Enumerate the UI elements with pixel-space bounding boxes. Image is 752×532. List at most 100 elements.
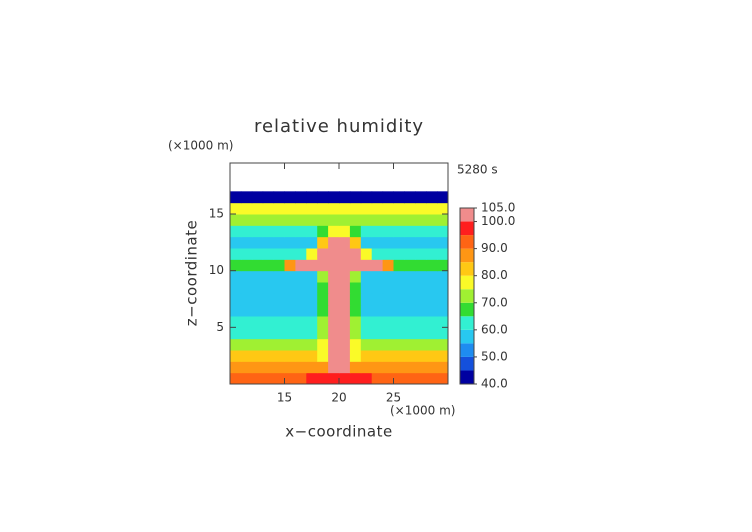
contour-cell xyxy=(251,248,264,260)
contour-cell xyxy=(437,282,449,294)
contour-cell xyxy=(306,202,318,215)
contour-cell xyxy=(339,361,351,374)
contour-cell xyxy=(306,316,318,328)
contour-cell xyxy=(273,327,285,340)
contour-cell xyxy=(404,191,416,204)
contour-cell xyxy=(273,372,285,385)
contour-cell xyxy=(284,327,296,340)
contour-cell xyxy=(284,214,296,226)
contour-cell xyxy=(251,259,264,272)
contour-cell xyxy=(360,191,373,204)
contour-cell xyxy=(371,327,384,340)
contour-cell xyxy=(371,270,384,283)
contour-cell xyxy=(393,304,405,317)
contour-cell xyxy=(306,372,318,385)
contour-cell xyxy=(251,316,264,328)
contour-cell xyxy=(295,361,307,374)
contour-cell xyxy=(404,248,416,260)
contour-cell xyxy=(437,202,449,215)
contour-cell xyxy=(306,270,318,283)
contour-cell xyxy=(317,191,329,204)
contour-cell xyxy=(317,338,329,351)
contour-cell xyxy=(349,191,362,204)
contour-cell xyxy=(328,225,340,238)
contour-cell xyxy=(306,282,318,294)
contour-cell xyxy=(317,259,329,272)
contour-cell xyxy=(404,202,416,215)
colorbar-band xyxy=(460,356,474,371)
contour-cell xyxy=(404,372,416,385)
contour-cell xyxy=(284,361,296,374)
contour-cell xyxy=(415,372,427,385)
contour-cell xyxy=(230,304,242,317)
contour-cell xyxy=(306,191,318,204)
contour-cell xyxy=(273,293,285,306)
contour-field xyxy=(230,191,449,385)
colorbar-tick-label: 100.0 xyxy=(481,214,515,228)
contour-cell xyxy=(382,304,394,317)
contour-cell xyxy=(426,361,438,374)
contour-cell xyxy=(393,338,405,351)
contour-cell xyxy=(284,259,296,272)
contour-cell xyxy=(382,236,394,249)
contour-cell xyxy=(415,259,427,272)
contour-cell xyxy=(306,214,318,226)
contour-cell xyxy=(328,248,340,260)
contour-cell xyxy=(295,214,307,226)
colorbar-frame xyxy=(459,207,475,385)
contour-cell xyxy=(415,270,427,283)
contour-cell xyxy=(437,327,449,340)
contour-cell xyxy=(262,350,275,362)
colorbar-band xyxy=(460,208,474,222)
contour-cell xyxy=(393,202,405,215)
contour-cell xyxy=(426,350,438,362)
contour-cell xyxy=(273,270,285,283)
contour-cell xyxy=(426,259,438,272)
contour-cell xyxy=(251,350,264,362)
contour-cell xyxy=(349,338,362,351)
contour-cell xyxy=(262,338,275,351)
contour-cell xyxy=(251,191,264,204)
contour-cell xyxy=(273,214,285,226)
contour-cell xyxy=(251,372,264,385)
contour-cell xyxy=(251,293,264,306)
contour-cell xyxy=(230,236,242,249)
contour-cell xyxy=(262,293,275,306)
colorbar-tick-label: 105.0 xyxy=(481,201,515,215)
contour-cell xyxy=(415,361,427,374)
contour-cell xyxy=(437,338,449,351)
contour-cell xyxy=(415,327,427,340)
contour-cell xyxy=(251,202,264,215)
contour-cell xyxy=(262,270,275,283)
contour-cell xyxy=(393,259,405,272)
contour-cell xyxy=(306,361,318,374)
contour-cell xyxy=(393,282,405,294)
y-unit: (×1000 m) xyxy=(168,139,233,153)
contour-cell xyxy=(360,361,373,374)
contour-cell xyxy=(306,225,318,238)
contour-cell xyxy=(328,236,340,249)
contour-cell xyxy=(426,191,438,204)
colorbar-tick-label: 90.0 xyxy=(481,241,508,255)
contour-cell xyxy=(349,259,362,272)
contour-cell xyxy=(393,236,405,249)
colorbar-band xyxy=(460,289,474,303)
contour-cell xyxy=(339,293,351,306)
contour-cell xyxy=(251,270,264,283)
contour-cell xyxy=(415,293,427,306)
contour-cell xyxy=(230,316,242,328)
contour-cell xyxy=(284,270,296,283)
contour-cell xyxy=(284,225,296,238)
colorbar-band xyxy=(460,235,474,249)
colorbar-band xyxy=(460,302,474,317)
contour-cell xyxy=(328,191,340,204)
colorbar-band xyxy=(460,370,474,384)
contour-cell xyxy=(426,293,438,306)
colorbar-band xyxy=(460,343,474,357)
contour-cell xyxy=(230,214,242,226)
contour-cell xyxy=(360,202,373,215)
contour-cell xyxy=(426,236,438,249)
contour-cell xyxy=(230,350,242,362)
contour-cell xyxy=(295,293,307,306)
contour-cell xyxy=(349,350,362,362)
